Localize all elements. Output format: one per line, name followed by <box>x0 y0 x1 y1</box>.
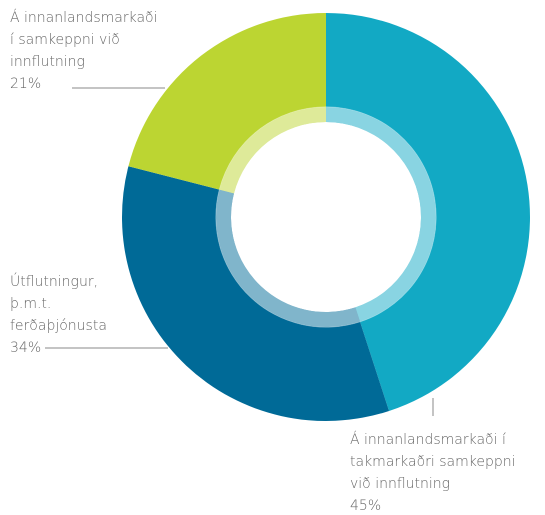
donut-segment <box>128 13 326 190</box>
slice-label: Á innanlandsmarkaði í <box>350 431 506 448</box>
slice-label: við innflutning <box>350 476 450 492</box>
value-label: 21% <box>10 76 41 92</box>
slice-label: Útflutningur, <box>10 272 98 290</box>
slice-label: innflutning <box>10 54 85 70</box>
value-label: 34% <box>10 340 41 356</box>
slice-label: í samkeppni við <box>10 32 120 48</box>
slice-label: þ.m.t. <box>10 296 51 312</box>
donut-segment <box>122 166 390 421</box>
slice-label: Á innanlandsmarkaði <box>10 9 158 26</box>
value-label: 45% <box>350 498 381 514</box>
inner-ring-tint <box>218 106 326 194</box>
slice-label: ferðaþjónusta <box>10 318 107 334</box>
slice-label: takmarkaðri samkeppni <box>350 454 516 470</box>
inner-ring-tint <box>326 106 437 323</box>
inner-ring-tint <box>215 189 361 328</box>
donut-segment <box>326 13 531 412</box>
